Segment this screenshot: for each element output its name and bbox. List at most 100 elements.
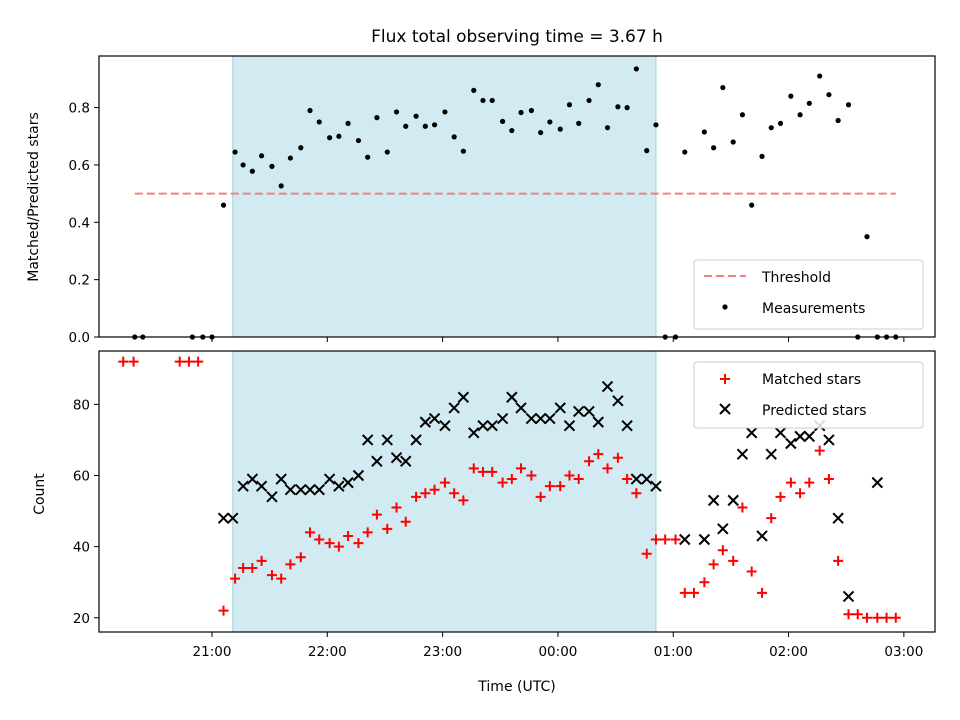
- measurements-point: [460, 148, 466, 154]
- top-y-tick-label: 0.6: [69, 158, 90, 174]
- predicted-stars-point: [486, 419, 498, 432]
- matched-stars-point: [439, 477, 450, 488]
- predicted-stars-point: [381, 434, 393, 446]
- top-y-tick-label: 0.0: [69, 330, 90, 346]
- matched-stars-point: [497, 477, 508, 488]
- matched-stars-point: [573, 474, 584, 485]
- matched-stars-point: [285, 559, 296, 570]
- legend-measurements-swatch: [722, 304, 728, 310]
- measurements-point: [528, 107, 535, 114]
- measurements-point: [258, 153, 265, 159]
- matched-stars-point: [641, 548, 652, 559]
- matched-stars-point: [256, 555, 267, 566]
- measurements-point: [604, 125, 611, 131]
- predicted-stars-point: [246, 473, 259, 485]
- predicted-stars-point: [717, 523, 729, 535]
- predicted-stars-point: [621, 419, 633, 432]
- matched-stars-point: [881, 612, 892, 623]
- matched-stars-point: [305, 527, 316, 538]
- matched-stars-point: [544, 481, 555, 492]
- bottom-legend-frame: [693, 361, 924, 429]
- predicted-stars-point: [630, 473, 643, 485]
- matched-stars-point: [183, 356, 194, 367]
- measurements-point: [307, 107, 313, 114]
- measurements-point: [471, 87, 477, 94]
- matched-stars-point: [843, 609, 854, 620]
- matched-stars-point: [612, 452, 623, 463]
- matched-stars-point: [775, 491, 786, 502]
- predicted-stars-point: [794, 430, 806, 443]
- x-tick-label: 01:00: [654, 644, 693, 660]
- matched-stars-point: [717, 545, 728, 556]
- predicted-stars-point: [756, 530, 768, 542]
- measurements-point: [232, 149, 238, 155]
- predicted-stars-point: [707, 494, 720, 507]
- matched-stars-point: [382, 523, 393, 534]
- matched-stars-point: [174, 356, 185, 367]
- predicted-stars-point: [515, 402, 527, 414]
- measurements-point: [509, 127, 515, 134]
- predicted-stars-point: [448, 402, 460, 414]
- measurements-point: [240, 162, 246, 168]
- predicted-stars-point: [871, 476, 884, 489]
- measurements-point: [701, 129, 707, 135]
- matched-stars-point: [555, 481, 566, 492]
- predicted-stars-point: [400, 455, 412, 467]
- predicted-stars-point: [765, 448, 777, 460]
- measurements-point: [220, 202, 227, 208]
- top-y-tick-label: 0.4: [69, 215, 90, 231]
- predicted-stars-point: [217, 512, 230, 524]
- measurements-point: [442, 109, 448, 115]
- measurements-point: [624, 105, 630, 111]
- measurements-point: [422, 123, 428, 129]
- matched-stars-point: [746, 566, 757, 577]
- matched-stars-point: [343, 530, 354, 541]
- bottom-observing-span: [232, 351, 656, 632]
- predicted-stars-point: [525, 412, 538, 425]
- measurements-point: [298, 145, 304, 151]
- x-tick-label: 22:00: [308, 644, 347, 660]
- matched-stars-point: [650, 534, 661, 545]
- measurements-point: [327, 135, 333, 141]
- bottom-y-tick-label: 20: [73, 611, 90, 627]
- matched-stars-point: [238, 562, 249, 573]
- measurements-point: [730, 139, 736, 145]
- count-panel: 20 40 60 80 21:00 22:00 23:00 00:00 01:00 02:00 03…: [73, 350, 936, 660]
- matched-stars-point: [660, 534, 671, 545]
- matched-stars-point: [526, 470, 537, 481]
- bottom-y-tick-label: 80: [73, 397, 90, 413]
- predicted-stars-point: [255, 480, 268, 492]
- measurements-point: [615, 104, 621, 110]
- predicted-stars-point: [342, 476, 354, 489]
- predicted-stars-point: [275, 473, 287, 485]
- legend-predicted-swatch: [719, 403, 731, 415]
- matched-stars-point: [487, 466, 498, 477]
- measurements-point: [835, 117, 841, 124]
- matched-stars-point: [814, 445, 825, 456]
- measurements-point: [480, 97, 486, 104]
- matched-stars-point: [593, 449, 604, 460]
- matched-stars-point: [458, 495, 469, 506]
- measurements-point: [547, 119, 553, 125]
- predicted-stars-point: [352, 469, 365, 482]
- predicted-stars-point: [563, 419, 576, 432]
- measurements-point: [788, 93, 794, 99]
- x-tick-label: 03:00: [884, 644, 923, 660]
- predicted-stars-point: [266, 491, 278, 503]
- matched-stars-point: [785, 477, 796, 488]
- matched-stars-point: [602, 463, 613, 474]
- measurements-point: [826, 92, 832, 98]
- matched-stars-point: [708, 559, 719, 570]
- predicted-stars-point: [592, 416, 605, 428]
- matched-stars-point: [429, 484, 440, 495]
- x-axis-label: Time (UTC): [477, 679, 555, 695]
- predicted-stars-point: [785, 437, 797, 450]
- matched-stars-point: [230, 573, 241, 584]
- ratio-panel: 0.0 0.2 0.4 0.6 0.8: [69, 55, 936, 346]
- measurements-point: [845, 102, 852, 108]
- matched-stars-point: [795, 488, 806, 499]
- predicted-stars-point: [410, 434, 422, 446]
- measurements-point: [633, 66, 639, 72]
- legend-matched-swatch: [720, 374, 730, 384]
